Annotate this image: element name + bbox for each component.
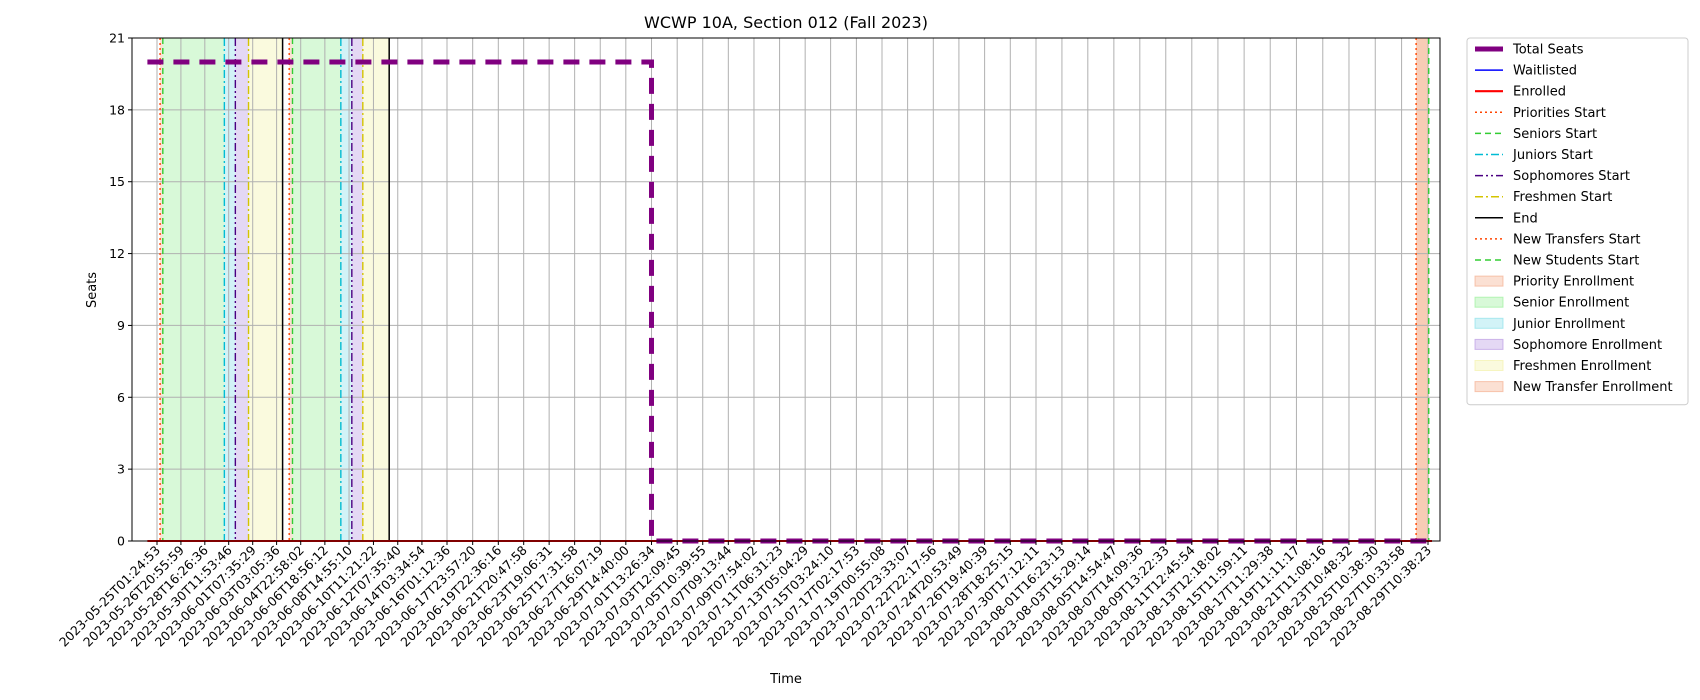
x-axis-label: Time: [769, 672, 802, 687]
shade-junior-enrollment: [340, 38, 352, 541]
legend-item: Freshmen Start: [1475, 190, 1612, 205]
legend-item: Freshmen Enrollment: [1474, 359, 1651, 374]
shade-priority-enrollment: [289, 38, 293, 541]
legend-label: New Transfers Start: [1513, 232, 1640, 247]
legend-item: Priorities Start: [1475, 106, 1606, 121]
y-tick-label: 21: [109, 31, 125, 46]
legend-label: New Transfer Enrollment: [1513, 380, 1673, 395]
legend-label: Freshmen Enrollment: [1513, 359, 1651, 374]
shade-freshmen-enrollment: [248, 38, 283, 541]
y-tick-label: 3: [117, 462, 125, 477]
series-total-seats: [147, 59, 1432, 544]
legend-label: Priority Enrollment: [1513, 275, 1634, 290]
shade-priority-enrollment: [1416, 38, 1429, 541]
y-tick-label: 9: [117, 318, 125, 333]
legend-item: Seniors Start: [1475, 127, 1597, 142]
shade-priority-enrollment: [160, 38, 163, 541]
legend-label: Junior Enrollment: [1512, 317, 1625, 332]
legend-item: Sophomore Enrollment: [1474, 338, 1662, 353]
legend-swatch-patch: [1474, 381, 1504, 393]
legend-item: Enrolled: [1475, 85, 1566, 100]
shade-senior-enrollment: [292, 38, 341, 541]
enrollment-periods: [160, 38, 1429, 541]
legend-label: Sophomores Start: [1513, 169, 1630, 184]
legend-item: Priority Enrollment: [1474, 275, 1634, 290]
legend-label: Enrolled: [1513, 85, 1566, 100]
legend-swatch-patch: [1474, 360, 1504, 371]
legend-label: Total Seats: [1512, 43, 1584, 58]
phase-start-lines: [159, 38, 1430, 541]
legend-box: [1466, 37, 1689, 406]
y-tick-label: 18: [109, 102, 125, 117]
legend-label: New Students Start: [1513, 254, 1639, 269]
y-axis-label: Seats: [85, 272, 100, 308]
shade-new-transfer-enrollment: [1416, 38, 1429, 541]
legend-swatch-patch: [1474, 338, 1504, 350]
legend-item: New Transfers Start: [1475, 232, 1640, 247]
legend-item: Sophomores Start: [1475, 169, 1630, 184]
legend-label: Sophomore Enrollment: [1513, 338, 1662, 353]
plot-frame: [131, 37, 1441, 542]
legend-swatch-patch: [1474, 275, 1504, 287]
legend-item: New Students Start: [1475, 254, 1639, 269]
chart-title: WCWP 10A, Section 012 (Fall 2023): [644, 13, 928, 32]
legend-label: Freshmen Start: [1513, 190, 1612, 205]
legend-item: New Transfer Enrollment: [1474, 380, 1673, 395]
legend-label: Juniors Start: [1512, 148, 1593, 163]
legend: Total Seats Waitlisted Enrolled Priorities …: [1466, 37, 1689, 406]
shade-senior-enrollment: [162, 38, 225, 541]
shade-junior-enrollment: [224, 38, 236, 541]
legend-item: Waitlisted: [1475, 64, 1577, 79]
legend-item: End: [1475, 211, 1538, 226]
legend-label: End: [1513, 211, 1538, 226]
shade-freshmen-enrollment: [362, 38, 390, 541]
legend-item: Total Seats: [1475, 43, 1584, 58]
legend-label: Senior Enrollment: [1513, 296, 1629, 311]
y-axis-ticks: 0 3 6 9 12 15 18 21: [109, 31, 132, 549]
y-tick-label: 12: [109, 246, 125, 261]
y-tick-label: 0: [117, 534, 125, 549]
legend-swatch-patch: [1474, 296, 1504, 308]
legend-item: Senior Enrollment: [1474, 296, 1629, 311]
legend-item: Junior Enrollment: [1474, 317, 1625, 332]
y-tick-label: 6: [117, 390, 125, 405]
legend-swatch-patch: [1474, 317, 1504, 329]
shade-sophomore-enrollment: [351, 38, 363, 541]
x-axis-ticks: 2023-05-25T01:24:532023-05-26T20:55:5920…: [56, 541, 1434, 650]
legend-item: Juniors Start: [1475, 148, 1593, 163]
legend-label: Waitlisted: [1513, 64, 1577, 79]
legend-label: Seniors Start: [1513, 127, 1597, 142]
y-tick-label: 15: [109, 174, 125, 189]
shade-sophomore-enrollment: [235, 38, 249, 541]
legend-label: Priorities Start: [1513, 106, 1606, 121]
